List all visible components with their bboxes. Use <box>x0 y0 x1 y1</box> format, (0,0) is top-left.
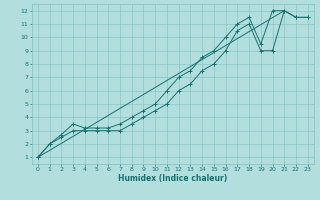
X-axis label: Humidex (Indice chaleur): Humidex (Indice chaleur) <box>118 174 228 183</box>
